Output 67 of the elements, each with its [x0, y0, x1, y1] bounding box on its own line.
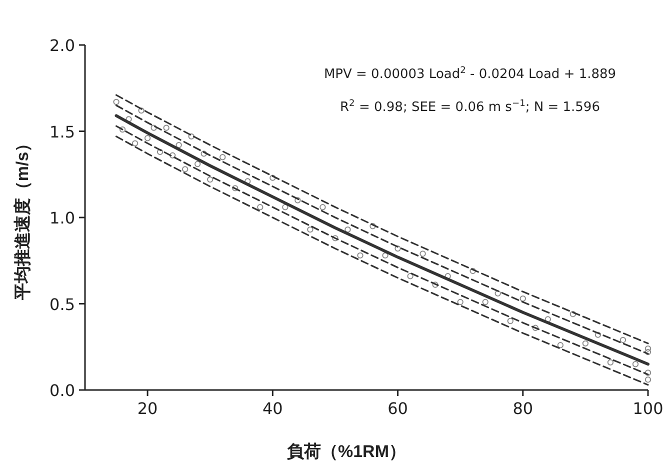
x-tick-label: 20	[137, 399, 158, 418]
point	[620, 336, 626, 344]
point	[294, 197, 301, 204]
point	[188, 133, 194, 140]
y-tick-label: 0.0	[50, 381, 75, 400]
point	[520, 295, 526, 302]
point	[470, 268, 476, 274]
point	[244, 178, 251, 184]
point	[132, 140, 138, 146]
point	[150, 124, 157, 131]
point	[407, 273, 414, 280]
point	[557, 342, 564, 348]
point	[320, 204, 326, 210]
point	[632, 361, 639, 368]
point	[457, 298, 464, 306]
x-axis-title: 負荷（%1RM）	[286, 442, 406, 461]
x-tick-label: 80	[512, 399, 534, 418]
point	[570, 311, 576, 318]
point	[138, 107, 144, 114]
x-tick-label: 40	[262, 399, 283, 418]
annotation: R$^{2}$ = 0.98; SEE = 0.06 m s$^{−1}$; N = 1.596	[340, 99, 600, 115]
annotation: MPV = 0.00003 Load$^{2}$ - 0.0204 Load + 1.889	[324, 66, 616, 82]
point	[494, 290, 501, 296]
point	[544, 316, 552, 322]
y-tick-label: 1.5	[50, 122, 75, 142]
point	[169, 152, 176, 158]
point	[582, 340, 589, 347]
point	[644, 346, 652, 352]
point	[332, 235, 338, 242]
point	[257, 204, 264, 210]
point	[182, 166, 188, 172]
point	[119, 126, 126, 133]
point	[282, 204, 288, 210]
y-tick-label: 2.0	[50, 36, 75, 55]
point	[220, 154, 226, 160]
point	[482, 298, 488, 306]
point	[432, 282, 438, 288]
point	[532, 324, 538, 331]
y-axis-title: 平均推進速度（m/s）	[13, 134, 32, 302]
point	[644, 370, 652, 376]
point	[163, 124, 170, 131]
point	[113, 98, 120, 106]
x-tick-label: 100	[632, 399, 663, 418]
point	[644, 348, 652, 356]
point	[200, 150, 207, 157]
point	[207, 176, 214, 183]
point	[420, 250, 426, 257]
point	[644, 376, 652, 383]
point	[126, 116, 132, 122]
point	[370, 223, 376, 230]
point	[232, 185, 238, 192]
point	[194, 160, 201, 168]
point	[357, 252, 364, 259]
y-tick-label: 0.5	[50, 294, 75, 314]
point	[156, 148, 164, 156]
point	[382, 252, 388, 259]
point	[507, 318, 514, 324]
point	[344, 226, 351, 233]
y-tick-label: 1.0	[50, 208, 75, 228]
point	[394, 245, 401, 252]
point	[176, 142, 182, 148]
point	[607, 359, 614, 366]
point	[144, 135, 151, 142]
point	[270, 174, 276, 181]
point	[594, 332, 602, 338]
point	[307, 226, 314, 233]
x-tick-label: 60	[388, 399, 408, 418]
